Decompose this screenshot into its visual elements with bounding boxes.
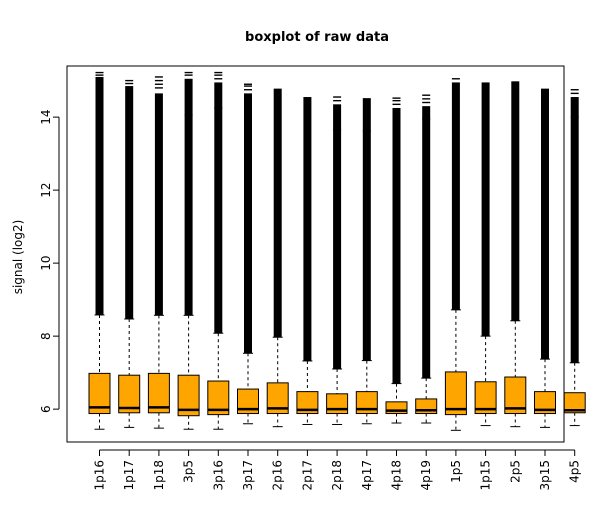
box-4p5 xyxy=(563,89,586,427)
box-rect xyxy=(147,372,170,414)
box-1p16 xyxy=(88,71,111,430)
box-rect xyxy=(118,374,141,414)
box-2p17 xyxy=(296,97,319,425)
box-3p15 xyxy=(534,88,556,428)
x-tick-label: 4p17 xyxy=(360,460,374,491)
box-rect xyxy=(326,393,349,415)
y-tick-label: 8 xyxy=(39,332,53,340)
box-rect xyxy=(444,371,467,416)
x-tick-label: 3p17 xyxy=(241,460,255,491)
outlier-band xyxy=(392,107,401,384)
y-tick-label: 12 xyxy=(39,182,53,197)
x-tick-label: 4p5 xyxy=(568,460,582,483)
outlier-band xyxy=(422,106,431,379)
y-axis: 6 8 10 12 14 xyxy=(39,109,60,413)
x-tick-label: 2p5 xyxy=(508,460,522,483)
box-1p17 xyxy=(118,79,141,428)
x-tick-label: 4p19 xyxy=(419,460,433,491)
box-2p16 xyxy=(266,88,289,428)
x-axis: 1p16 1p17 1p18 3p5 3p16 3p17 2p16 2p17 2p18 4p17 4… xyxy=(93,449,582,491)
box-rect xyxy=(504,376,527,415)
x-tick-label: 1p17 xyxy=(122,460,136,491)
outlier-band xyxy=(184,78,193,316)
y-tick-label: 6 xyxy=(39,405,53,413)
outlier-band xyxy=(333,104,342,369)
box-rect xyxy=(385,401,408,415)
outlier-band xyxy=(451,82,460,310)
box-3p16 xyxy=(207,71,230,430)
outlier-band xyxy=(244,93,252,354)
y-axis-label: signal (log2) xyxy=(11,220,25,295)
outlier-band xyxy=(154,93,163,316)
outlier-band xyxy=(541,88,549,360)
box-2p18 xyxy=(326,96,349,425)
box-1p5 xyxy=(444,78,467,431)
y-tick-label: 10 xyxy=(39,255,53,270)
box-rect xyxy=(88,372,111,415)
outlier-band xyxy=(125,86,134,319)
box-rect xyxy=(474,381,497,415)
box-4p18 xyxy=(385,97,408,424)
x-tick-label: 2p18 xyxy=(330,460,344,491)
box-rect xyxy=(534,391,556,415)
x-tick-label: 2p16 xyxy=(271,460,285,491)
x-tick-label: 4p18 xyxy=(390,460,404,491)
box-1p18 xyxy=(147,76,170,429)
box-2p5 xyxy=(504,81,527,428)
boxes-group xyxy=(88,71,586,431)
x-tick-label: 1p16 xyxy=(93,460,107,491)
x-tick-label: 1p15 xyxy=(479,460,493,491)
box-rect xyxy=(207,380,230,416)
outlier-band xyxy=(273,88,282,338)
box-3p5 xyxy=(177,71,200,430)
outlier-band xyxy=(214,82,223,334)
outlier-band xyxy=(511,81,520,321)
box-1p15 xyxy=(474,82,497,427)
box-4p17 xyxy=(355,98,378,425)
outlier-band xyxy=(95,76,104,315)
box-3p17 xyxy=(237,83,259,425)
box-rect xyxy=(563,392,586,414)
x-tick-label: 3p5 xyxy=(182,460,196,483)
box-rect xyxy=(237,388,259,415)
plot-frame xyxy=(66,65,565,443)
box-4p19 xyxy=(415,94,438,424)
outlier-band xyxy=(362,98,371,361)
box-rect xyxy=(177,374,200,417)
x-tick-label: 2p17 xyxy=(300,460,314,491)
outlier-band xyxy=(303,97,312,361)
x-tick-label: 1p18 xyxy=(152,460,166,491)
outlier-band xyxy=(570,97,579,363)
box-rect xyxy=(266,382,289,415)
chart-title: boxplot of raw data xyxy=(245,30,389,45)
y-tick-label: 14 xyxy=(39,109,53,124)
x-tick-label: 3p16 xyxy=(211,460,225,491)
outlier-band xyxy=(481,82,490,337)
x-tick-label: 3p15 xyxy=(538,460,552,491)
box-rect xyxy=(296,391,319,415)
x-tick-label: 1p5 xyxy=(449,460,463,483)
